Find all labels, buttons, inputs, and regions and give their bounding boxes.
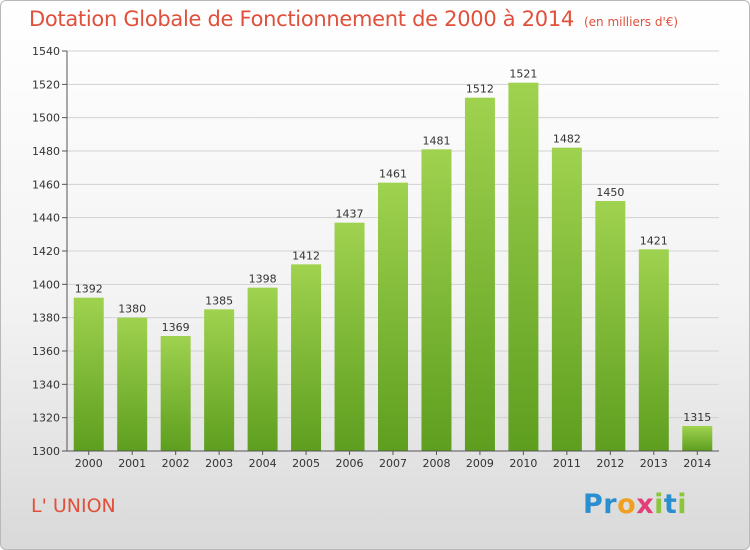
bar-2001: [117, 317, 148, 451]
commune-name: L' UNION: [31, 495, 116, 517]
x-tick-label-2008: 2008: [422, 457, 450, 470]
chart-title: Dotation Globale de Fonctionnement de 20…: [29, 7, 678, 31]
data-label-2007: 1461: [379, 168, 407, 181]
data-label-2004: 1398: [249, 273, 277, 286]
data-label-2006: 1437: [336, 208, 364, 221]
data-label-2003: 1385: [205, 294, 233, 307]
proxiti-logo: Proxiti: [583, 489, 687, 520]
y-tick-label: 1520: [32, 78, 60, 91]
bar-2004: [247, 287, 278, 451]
x-tick-label-2001: 2001: [118, 457, 146, 470]
y-tick-label: 1360: [32, 345, 60, 358]
chart-title-text: Dotation Globale de Fonctionnement de 20…: [29, 7, 574, 31]
x-tick-label-2002: 2002: [162, 457, 190, 470]
bar-2011: [551, 147, 582, 451]
logo-letter: t: [663, 489, 678, 520]
data-label-2008: 1481: [422, 134, 450, 147]
x-tick-label-2013: 2013: [640, 457, 668, 470]
bar-2007: [378, 182, 408, 451]
data-label-2005: 1412: [292, 249, 320, 262]
x-tick-label-2003: 2003: [205, 457, 233, 470]
y-tick-label: 1300: [32, 445, 60, 458]
data-label-2012: 1450: [596, 186, 624, 199]
x-tick-label-2014: 2014: [683, 457, 711, 470]
x-tick-label-2000: 2000: [75, 457, 103, 470]
unit-note: (en milliers d'€): [583, 15, 679, 29]
x-tick-label-2007: 2007: [379, 457, 407, 470]
x-tick-label-2010: 2010: [509, 457, 537, 470]
logo-letter: x: [636, 489, 655, 520]
y-tick-label: 1500: [32, 112, 60, 125]
x-tick-label-2011: 2011: [553, 457, 581, 470]
data-label-2009: 1512: [466, 83, 494, 96]
logo-letter: i: [654, 489, 664, 520]
bar-2008: [421, 149, 452, 452]
data-label-2002: 1369: [162, 321, 190, 334]
y-tick-label: 1480: [32, 145, 60, 158]
bar-2003: [204, 309, 235, 451]
y-tick-label: 1540: [32, 45, 60, 58]
bar-2006: [334, 222, 365, 451]
y-tick-label: 1320: [32, 412, 60, 425]
bar-2009: [464, 97, 495, 452]
data-label-2010: 1521: [509, 68, 537, 81]
bar-2013: [638, 249, 669, 451]
bar-2010: [508, 82, 539, 452]
logo-letter: r: [603, 489, 618, 520]
data-label-2000: 1392: [75, 283, 103, 296]
y-tick-label: 1460: [32, 178, 60, 191]
y-tick-label: 1340: [32, 378, 60, 391]
data-label-2013: 1421: [640, 234, 668, 247]
x-tick-label-2005: 2005: [292, 457, 320, 470]
bar-2000: [73, 297, 104, 451]
x-tick-label-2012: 2012: [596, 457, 624, 470]
y-tick-label: 1400: [32, 278, 60, 291]
bar-2002: [160, 336, 191, 451]
logo-letter: o: [617, 489, 637, 520]
bar-2012: [595, 201, 626, 451]
x-tick-label-2009: 2009: [466, 457, 494, 470]
bar-2014: [682, 426, 713, 451]
bar-2005: [291, 264, 322, 451]
y-tick-label: 1380: [32, 312, 60, 325]
x-tick-label-2004: 2004: [249, 457, 277, 470]
y-tick-label: 1440: [32, 212, 60, 225]
data-label-2014: 1315: [683, 411, 711, 424]
y-tick-label: 1420: [32, 245, 60, 258]
data-label-2001: 1380: [118, 303, 146, 316]
data-label-2011: 1482: [553, 133, 581, 146]
logo-letter: i: [677, 489, 688, 520]
x-tick-label-2006: 2006: [336, 457, 364, 470]
logo-letter: P: [583, 489, 604, 520]
